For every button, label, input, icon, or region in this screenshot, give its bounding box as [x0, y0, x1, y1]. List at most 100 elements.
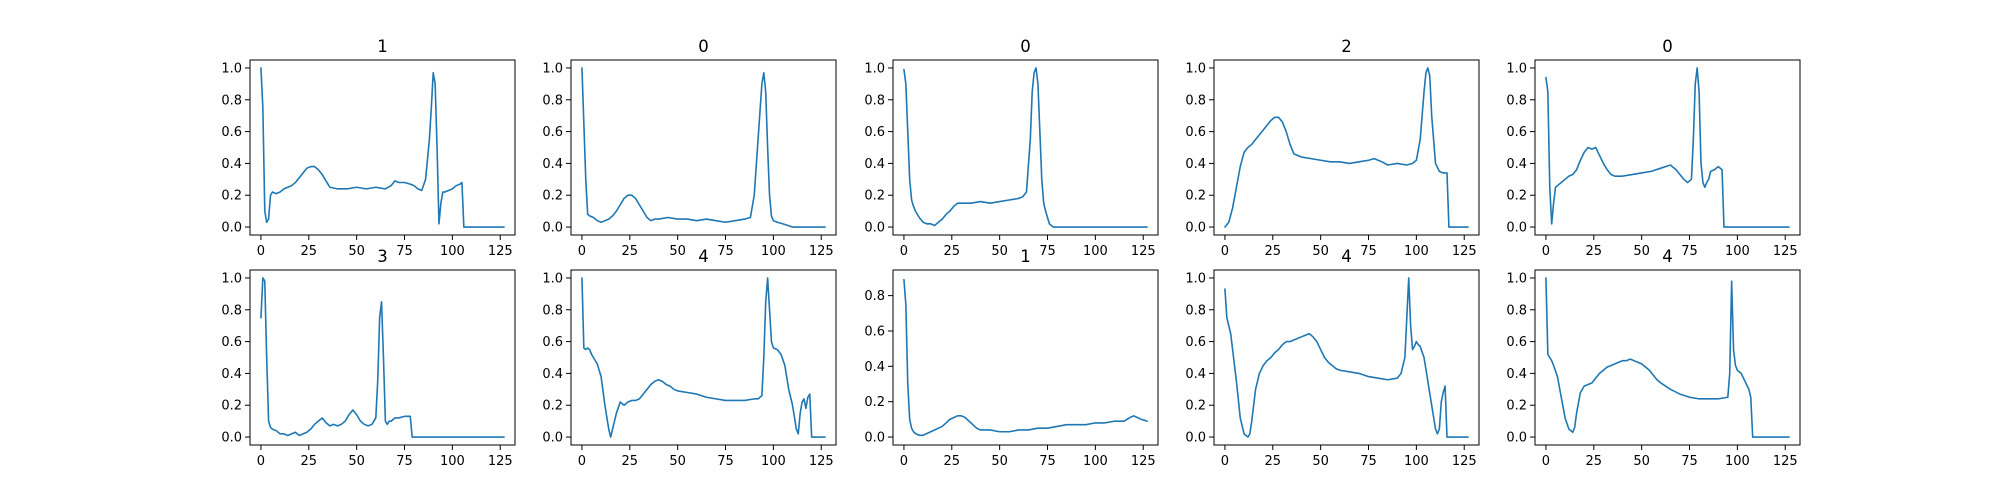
y-tick-label: 0.6	[864, 324, 885, 339]
x-tick-label: 100	[761, 244, 786, 259]
y-tick-label: 0.0	[1506, 221, 1527, 236]
y-tick-label: 0.4	[1185, 157, 1206, 172]
y-tick-label: 0.0	[221, 221, 242, 236]
y-tick-label: 0.0	[864, 221, 885, 236]
y-tick-label: 1.0	[1185, 271, 1206, 286]
subplot-9: 4 0 25 50 75 100 125 0.0 0.2 0.4 0.6 0.8 1.0	[1185, 247, 1480, 469]
y-tick-label: 0.6	[542, 125, 563, 140]
x-tick-label: 25	[622, 454, 639, 469]
x-tick-label: 75	[717, 454, 734, 469]
x-tick-label: 125	[809, 244, 834, 259]
y-tick-label: 1.0	[542, 271, 563, 286]
subplot-title: 4	[1662, 247, 1673, 266]
x-tick-label: 0	[1221, 244, 1229, 259]
y-tick-label: 1.0	[864, 61, 885, 76]
axes-frame	[1213, 269, 1480, 446]
x-tick-label: 125	[488, 454, 513, 469]
x-tick-label: 25	[301, 454, 318, 469]
x-tick-label: 25	[944, 244, 961, 259]
y-tick-label: 0.2	[221, 189, 242, 204]
y-tick-label: 0.8	[542, 303, 563, 318]
y-tick-label: 1.0	[221, 271, 242, 286]
subplot-title: 0	[698, 37, 709, 56]
y-tick-label: 1.0	[1185, 61, 1206, 76]
subplot-6: 3 0 25 50 75 100 125 0.0 0.2 0.4 0.6 0.8 1.0	[221, 247, 516, 469]
subplot-title: 0	[1662, 37, 1673, 56]
x-tick-label: 100	[1725, 454, 1750, 469]
x-tick-label: 100	[440, 244, 465, 259]
y-tick-label: 1.0	[1506, 271, 1527, 286]
subplot-10: 4 0 25 50 75 100 125 0.0 0.2 0.4 0.6 0.8 1.0	[1506, 247, 1801, 469]
subplot-title: 4	[1341, 247, 1352, 266]
y-tick-label: 0.6	[864, 125, 885, 140]
x-tick-label: 100	[761, 454, 786, 469]
subplot-1: 1 0 25 50 75 100 125 0.0 0.2 0.4 0.6 0.8 1.0	[221, 37, 516, 259]
series-line	[1224, 277, 1469, 438]
y-tick-label: 0.2	[864, 189, 885, 204]
subplot-title: 1	[1020, 247, 1031, 266]
y-tick-label: 0.0	[1185, 431, 1206, 446]
y-tick-label: 0.4	[1506, 157, 1527, 172]
y-tick-label: 0.0	[864, 431, 885, 446]
x-tick-label: 50	[1312, 454, 1329, 469]
subplot-7: 4 0 25 50 75 100 125 0.0 0.2 0.4 0.6 0.8 1.0	[542, 247, 837, 469]
x-tick-label: 0	[900, 454, 908, 469]
x-tick-label: 100	[1083, 244, 1108, 259]
series-line	[581, 67, 826, 228]
x-tick-label: 0	[900, 244, 908, 259]
y-tick-label: 0.6	[1185, 335, 1206, 350]
x-tick-label: 50	[348, 454, 365, 469]
axes-frame	[1213, 59, 1480, 236]
x-tick-label: 75	[1039, 454, 1056, 469]
series-line	[260, 277, 505, 438]
x-tick-label: 0	[578, 454, 586, 469]
subplot-4: 2 0 25 50 75 100 125 0.0 0.2 0.4 0.6 0.8 1.0	[1185, 37, 1480, 259]
x-tick-label: 75	[1681, 454, 1698, 469]
x-tick-label: 75	[1360, 244, 1377, 259]
x-tick-label: 50	[1633, 454, 1650, 469]
y-tick-label: 0.4	[542, 157, 563, 172]
x-tick-label: 0	[1542, 454, 1550, 469]
x-tick-label: 125	[1773, 244, 1798, 259]
y-tick-label: 0.6	[542, 335, 563, 350]
y-tick-label: 0.0	[221, 431, 242, 446]
y-tick-label: 1.0	[542, 61, 563, 76]
x-tick-label: 100	[1083, 454, 1108, 469]
x-tick-label: 50	[348, 244, 365, 259]
x-tick-label: 125	[1131, 454, 1156, 469]
series-line	[903, 278, 1148, 437]
y-tick-label: 0.2	[864, 395, 885, 410]
y-tick-label: 0.6	[221, 125, 242, 140]
x-tick-label: 25	[1586, 244, 1603, 259]
x-tick-label: 75	[717, 244, 734, 259]
y-tick-label: 0.2	[1185, 189, 1206, 204]
y-tick-label: 0.2	[1506, 189, 1527, 204]
y-tick-label: 0.4	[864, 360, 885, 375]
x-tick-label: 125	[1452, 244, 1477, 259]
y-tick-label: 0.4	[864, 157, 885, 172]
y-tick-label: 0.8	[221, 93, 242, 108]
x-tick-label: 125	[1452, 454, 1477, 469]
y-tick-label: 0.6	[1506, 125, 1527, 140]
x-tick-label: 75	[1039, 244, 1056, 259]
y-tick-label: 0.8	[1185, 303, 1206, 318]
axes-frame	[1534, 269, 1801, 446]
x-tick-label: 100	[440, 454, 465, 469]
y-tick-label: 0.8	[864, 289, 885, 304]
y-tick-label: 0.2	[221, 399, 242, 414]
x-tick-label: 100	[1404, 454, 1429, 469]
x-tick-label: 75	[396, 244, 413, 259]
y-tick-label: 0.2	[1506, 399, 1527, 414]
y-tick-label: 0.0	[1506, 431, 1527, 446]
y-tick-label: 0.4	[1185, 367, 1206, 382]
x-tick-label: 50	[669, 244, 686, 259]
series-line	[1224, 67, 1469, 228]
series-line	[1545, 277, 1790, 438]
y-tick-label: 0.2	[542, 189, 563, 204]
subplot-5: 0 0 25 50 75 100 125 0.0 0.2 0.4 0.6 0.8 1.0	[1506, 37, 1801, 259]
axes-frame	[249, 59, 516, 236]
x-tick-label: 25	[1265, 244, 1282, 259]
x-tick-label: 25	[301, 244, 318, 259]
subplot-title: 1	[377, 37, 388, 56]
